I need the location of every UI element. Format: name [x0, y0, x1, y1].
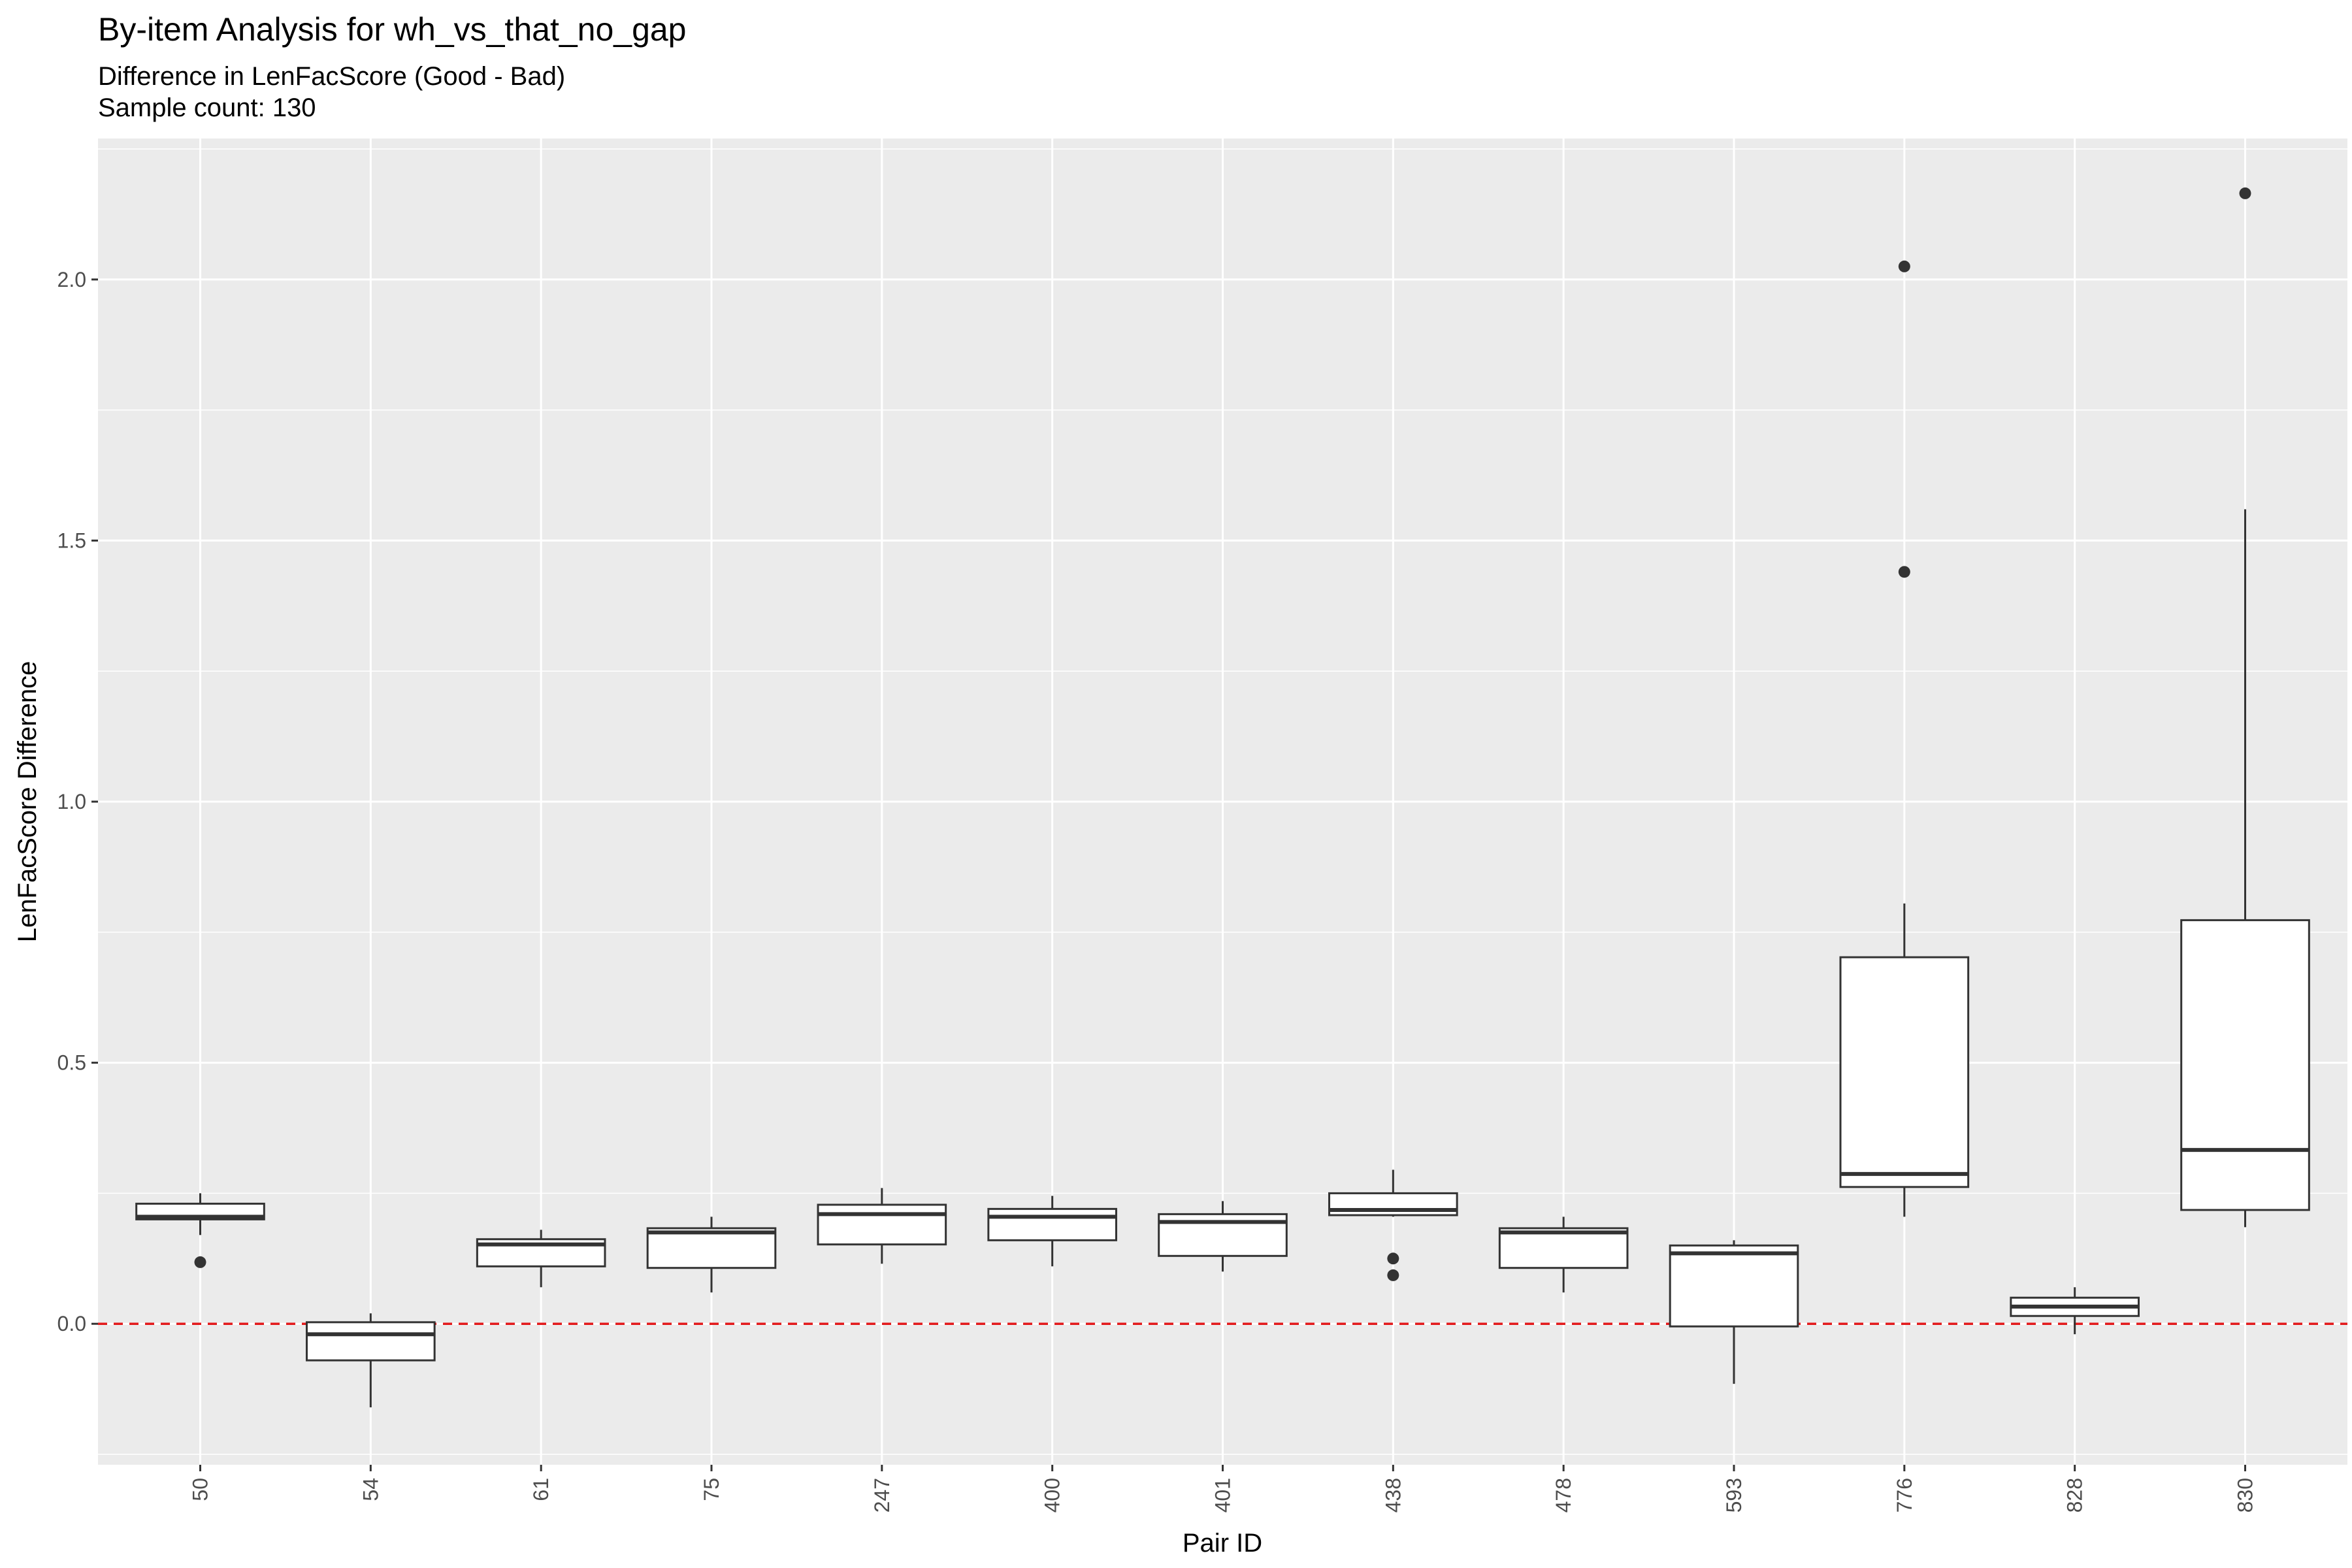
- x-tick-label: 247: [870, 1478, 894, 1512]
- box-478: [1498, 1217, 1629, 1293]
- chart-title: By-item Analysis for wh_vs_that_no_gap: [98, 11, 687, 48]
- box-body: [1839, 956, 1970, 1188]
- outlier-point: [1387, 1269, 1399, 1281]
- x-tick-label: 828: [2063, 1478, 2087, 1512]
- outlier-point: [1898, 566, 1910, 578]
- outlier-point: [1898, 260, 1910, 272]
- x-tick-label: 75: [700, 1478, 723, 1501]
- box-401: [1158, 1201, 1288, 1272]
- x-tick-label: 61: [529, 1478, 553, 1501]
- x-axis-ticks: 50 54 61 75 247 400 401 438 478 593 776 828 830: [189, 1465, 2257, 1512]
- box-body: [1669, 1244, 1799, 1328]
- box-400: [987, 1196, 1117, 1267]
- outlier-point: [1387, 1252, 1399, 1265]
- chart-subtitle: Difference in LenFacScore (Good - Bad): [98, 62, 565, 91]
- x-tick-label: 50: [189, 1478, 212, 1501]
- box-body: [2180, 919, 2310, 1211]
- x-tick-label: 776: [1893, 1478, 1916, 1512]
- box-54: [306, 1313, 436, 1408]
- box-plots: [135, 187, 2310, 1408]
- x-tick-label: 54: [359, 1478, 382, 1501]
- y-axis-title: LenFacScore Difference: [13, 661, 42, 943]
- box-body: [1498, 1227, 1629, 1269]
- box-body: [646, 1227, 777, 1269]
- outlier-point: [194, 1256, 206, 1268]
- y-axis-ticks: 0.0 0.5 1.0 1.5 2.0: [57, 268, 98, 1335]
- y-tick-label: 0.5: [57, 1051, 86, 1075]
- box-247: [817, 1188, 947, 1264]
- box-body: [987, 1207, 1117, 1241]
- box-body: [817, 1203, 947, 1246]
- box-828: [2010, 1287, 2140, 1335]
- x-tick-label: 478: [1552, 1478, 1575, 1512]
- x-tick-label: 593: [1722, 1478, 1746, 1512]
- box-593: [1669, 1240, 1799, 1384]
- outlier-point: [2239, 187, 2251, 199]
- box-438: [1328, 1169, 1458, 1281]
- x-tick-label: 438: [1381, 1478, 1405, 1512]
- y-tick-label: 1.0: [57, 790, 86, 813]
- x-axis-title: Pair ID: [1183, 1529, 1262, 1558]
- y-tick-label: 1.5: [57, 529, 86, 552]
- box-75: [646, 1217, 777, 1293]
- box-61: [476, 1230, 606, 1288]
- x-tick-label: 401: [1211, 1478, 1235, 1512]
- chart-sample-count: Sample count: 130: [98, 93, 316, 122]
- box-50: [135, 1193, 265, 1268]
- box-830: [2180, 187, 2310, 1228]
- y-tick-label: 2.0: [57, 268, 86, 291]
- x-tick-label: 400: [1041, 1478, 1064, 1512]
- x-tick-label: 830: [2234, 1478, 2257, 1512]
- box-body: [306, 1321, 436, 1362]
- box-776: [1839, 260, 1970, 1217]
- y-tick-label: 0.0: [57, 1312, 86, 1335]
